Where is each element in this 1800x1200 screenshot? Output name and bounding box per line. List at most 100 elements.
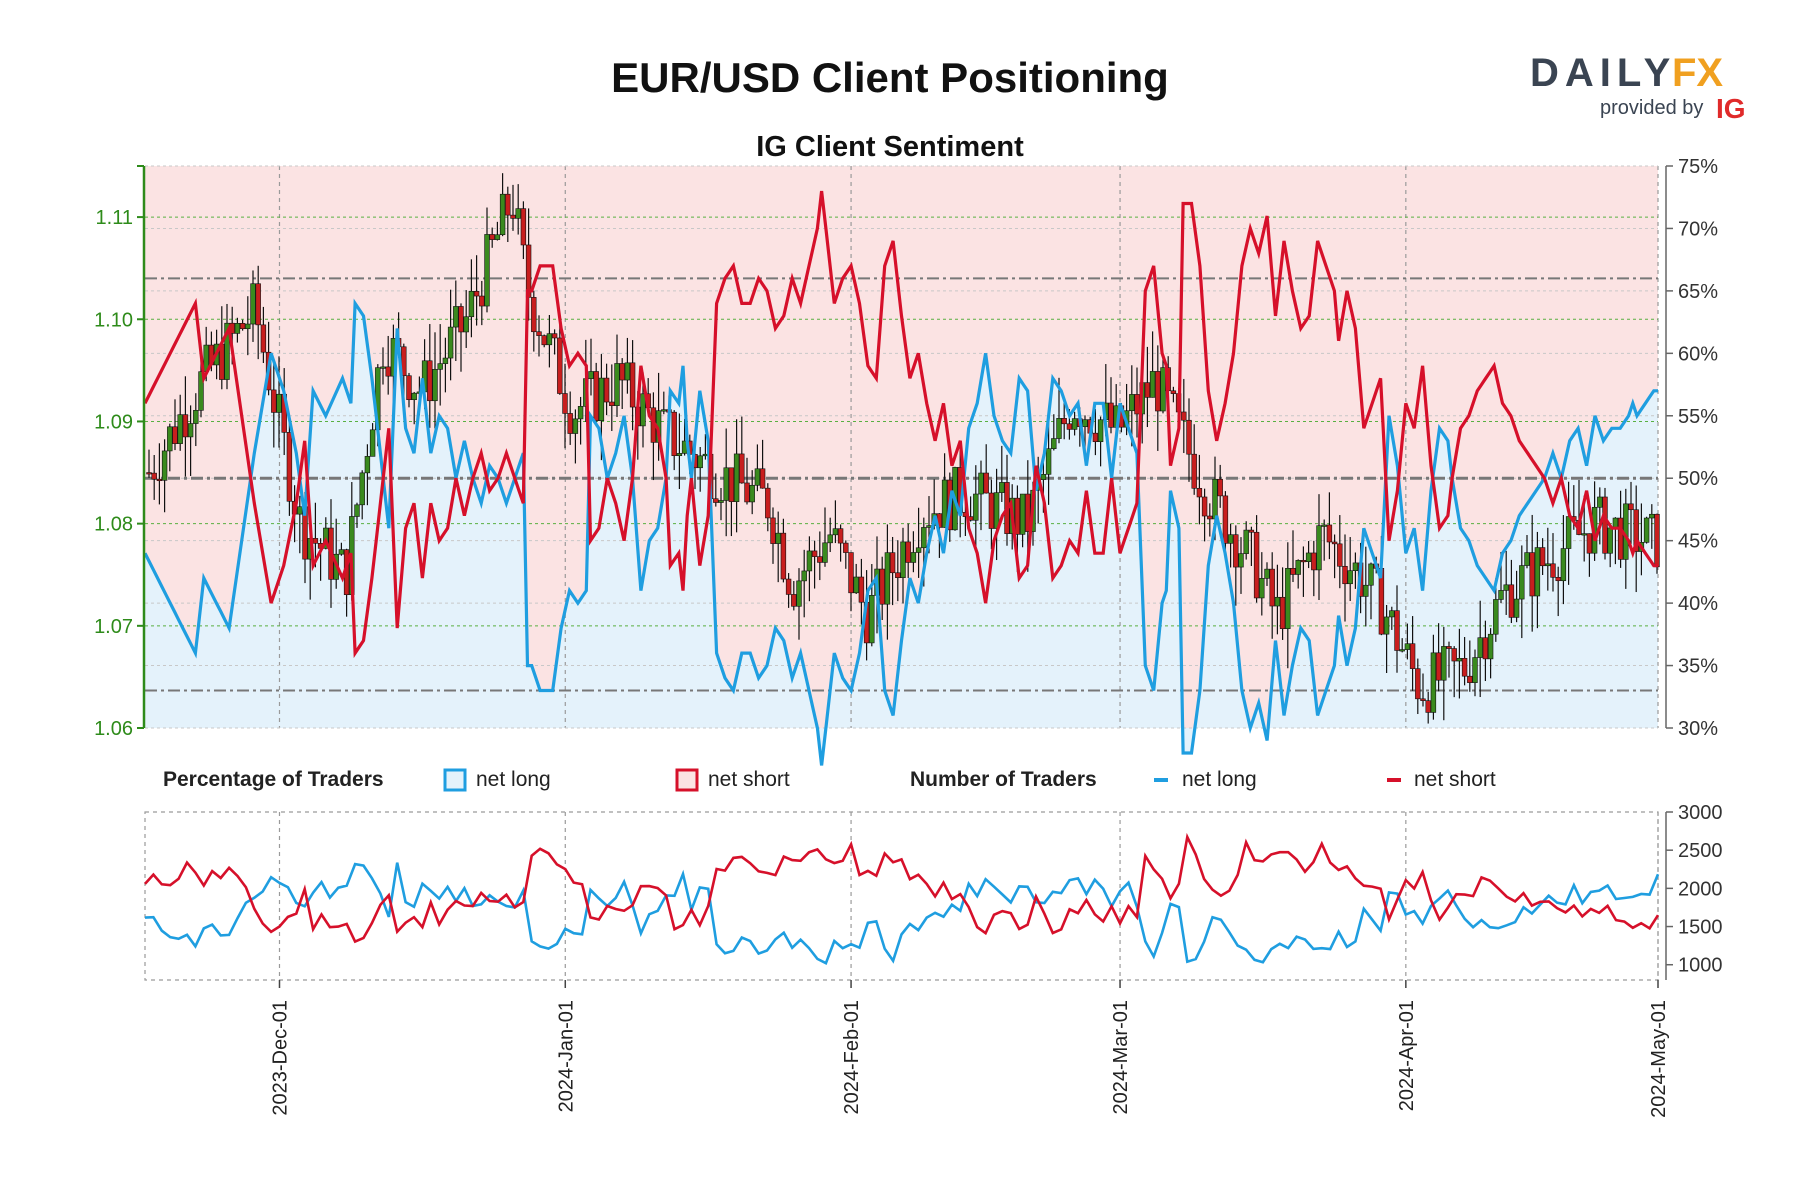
candle-body [1456, 658, 1463, 662]
pct-tick-label: 70% [1678, 218, 1718, 240]
candle-body [1545, 563, 1551, 567]
price-tick-label: 1.10 [94, 309, 133, 331]
candle-body [926, 525, 932, 528]
legend-num-title: Number of Traders [910, 768, 1097, 791]
candle-body [505, 193, 511, 216]
candle-body [1612, 517, 1619, 529]
candle-body [848, 552, 854, 594]
candle-body [785, 578, 792, 595]
candle-body [1160, 367, 1166, 412]
candle-body [759, 468, 766, 489]
sentiment-lines [143, 190, 1658, 766]
candle-body [733, 453, 740, 502]
candle-body [250, 283, 256, 325]
candle-body [1233, 534, 1239, 568]
candle-body [531, 297, 537, 333]
candle-body [588, 371, 594, 379]
candle-body [973, 493, 979, 521]
sentiment-reference-lines [145, 277, 1658, 692]
candle-body [624, 362, 631, 381]
candle-body [515, 208, 521, 219]
candle-body [676, 453, 683, 457]
candle-body [1446, 646, 1452, 649]
candle-body [541, 335, 547, 346]
candle-body [255, 283, 261, 326]
candle-body [1097, 419, 1104, 443]
candle-body [1404, 643, 1411, 650]
candle-body [739, 453, 745, 484]
logo-provided-by: provided by [1600, 97, 1703, 119]
candle-body [1331, 541, 1338, 545]
candle-body [1498, 590, 1504, 600]
logo-ig: IG [1716, 93, 1746, 124]
candle-body [1201, 496, 1208, 517]
candle-body [182, 414, 189, 438]
trader-count-plot: 1000 1500 2000 2500 3000 [144, 802, 1723, 981]
legend-pct-short-swatch [675, 768, 699, 792]
candle-body [1238, 553, 1244, 568]
candle-body [1649, 513, 1655, 519]
candle-body [567, 413, 573, 434]
legend-pct-long-label: net long [476, 768, 551, 791]
candle-body [489, 234, 495, 240]
candle-body [1290, 568, 1296, 575]
candle-body [1368, 563, 1374, 586]
candle-body [406, 375, 412, 401]
candle-body [1305, 552, 1312, 562]
count-tick-label: 2000 [1678, 878, 1723, 900]
candle-body [161, 450, 168, 481]
candle-body [1461, 658, 1468, 677]
candle-body [1040, 474, 1047, 480]
candle-body [910, 552, 917, 563]
candle-body [437, 363, 443, 370]
candle-body [1503, 584, 1509, 591]
candle-body [723, 467, 729, 501]
candle-body [1051, 438, 1057, 450]
candle-body [1555, 577, 1561, 582]
candle-body [837, 528, 844, 544]
candle-body [1061, 418, 1067, 425]
candle-body [276, 393, 282, 413]
candle-body [427, 360, 433, 402]
x-tick-label: 2024-Jan-01 [555, 1000, 577, 1112]
candle-body [1134, 394, 1140, 415]
candle-body [1389, 610, 1395, 618]
pct-tick-label: 40% [1678, 593, 1718, 615]
candle-body [905, 541, 911, 563]
candle-body [1285, 568, 1291, 629]
candle-body [458, 306, 464, 333]
candle-body [1524, 552, 1530, 566]
x-tick-label: 2024-Feb-01 [841, 1000, 863, 1115]
candle-body [1420, 698, 1426, 701]
candle-body [473, 290, 480, 297]
candle-body [234, 323, 241, 334]
candle-body [411, 392, 417, 401]
candle-body [442, 357, 449, 364]
candle-body [1227, 534, 1234, 544]
price-axis: 1.06 1.07 1.08 1.09 1.10 1.11 [94, 165, 146, 740]
candle-body [1066, 423, 1073, 430]
candle-body [338, 549, 345, 555]
candle-body [1643, 517, 1650, 543]
candle-body [520, 208, 527, 246]
candle-body [1565, 516, 1572, 549]
candle-body [1529, 552, 1535, 597]
candle-body [780, 532, 787, 580]
candle-body [1316, 525, 1322, 571]
candle-body [1092, 432, 1099, 443]
candle-body [1342, 565, 1348, 585]
candle-body [1409, 643, 1416, 669]
candle-body [1508, 584, 1515, 618]
candle-body [598, 377, 605, 421]
candle-body [702, 453, 709, 457]
candle-body [1425, 700, 1431, 713]
candle-body [172, 426, 178, 444]
candle-body [562, 393, 568, 414]
candle-body [1363, 584, 1369, 597]
candle-body [1487, 633, 1494, 660]
candle-body [1607, 527, 1613, 554]
candle-body [187, 423, 194, 438]
candle-body [557, 337, 563, 394]
candle-body [1581, 533, 1587, 536]
candle-body [822, 542, 828, 563]
